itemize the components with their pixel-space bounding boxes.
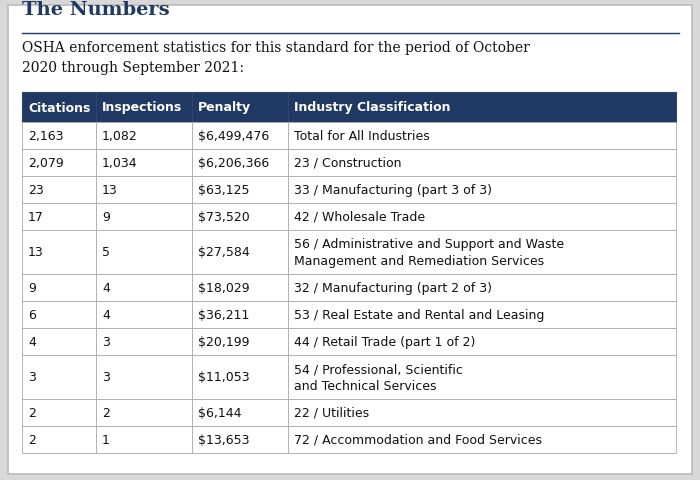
Text: 4: 4 [28,336,36,348]
Text: 72 / Accommodation and Food Services: 72 / Accommodation and Food Services [294,433,542,446]
Bar [96,230,192,275]
Bar [22,275,96,301]
Text: Citations: Citations [28,101,90,114]
Text: $36,211: $36,211 [198,308,249,321]
Bar [22,355,96,399]
Bar [192,93,288,123]
Bar [22,123,96,150]
Bar [288,355,676,399]
Text: 54 / Professional, Scientific
and Technical Services: 54 / Professional, Scientific and Techni… [294,362,463,392]
Bar [192,123,288,150]
Bar [22,426,96,453]
Bar [96,275,192,301]
Bar [288,399,676,426]
Bar [192,426,288,453]
Bar [96,355,192,399]
Text: 2: 2 [102,406,110,419]
Bar [288,426,676,453]
Bar [192,328,288,355]
Text: 3: 3 [102,371,110,384]
Text: 44 / Retail Trade (part 1 of 2): 44 / Retail Trade (part 1 of 2) [294,336,475,348]
Bar [288,301,676,328]
Bar [192,177,288,204]
Text: 9: 9 [102,211,110,224]
Text: 2: 2 [28,406,36,419]
Text: 23: 23 [28,184,43,197]
Bar [22,177,96,204]
Bar [22,328,96,355]
Text: 42 / Wholesale Trade: 42 / Wholesale Trade [294,211,425,224]
Bar [288,275,676,301]
Text: 32 / Manufacturing (part 2 of 3): 32 / Manufacturing (part 2 of 3) [294,281,492,294]
Bar [192,204,288,230]
Text: 4: 4 [102,308,110,321]
Text: $73,520: $73,520 [198,211,250,224]
Bar [288,204,676,230]
Bar [192,275,288,301]
Text: 2,163: 2,163 [28,130,64,143]
Bar [96,123,192,150]
Text: 53 / Real Estate and Rental and Leasing: 53 / Real Estate and Rental and Leasing [294,308,545,321]
Bar [288,123,676,150]
Bar [22,230,96,275]
Text: Industry Classification: Industry Classification [294,101,451,114]
Text: 2,079: 2,079 [28,156,64,169]
Text: 3: 3 [28,371,36,384]
Text: $20,199: $20,199 [198,336,249,348]
Text: $6,206,366: $6,206,366 [198,156,270,169]
Text: 13: 13 [102,184,118,197]
Text: 2: 2 [28,433,36,446]
Text: $27,584: $27,584 [198,246,250,259]
Bar [22,150,96,177]
Bar [96,177,192,204]
Bar [96,93,192,123]
Bar [288,328,676,355]
Text: Inspections: Inspections [102,101,182,114]
Text: $63,125: $63,125 [198,184,249,197]
Bar [22,204,96,230]
Text: 1: 1 [102,433,110,446]
Text: 33 / Manufacturing (part 3 of 3): 33 / Manufacturing (part 3 of 3) [294,184,492,197]
Bar [192,355,288,399]
Bar [96,426,192,453]
Text: $6,144: $6,144 [198,406,242,419]
Bar [96,150,192,177]
Text: The Numbers: The Numbers [22,1,169,19]
Bar [192,150,288,177]
Bar [192,399,288,426]
Text: 5: 5 [102,246,110,259]
Text: Penalty: Penalty [198,101,251,114]
Text: $18,029: $18,029 [198,281,250,294]
Text: $6,499,476: $6,499,476 [198,130,270,143]
Bar [22,301,96,328]
Bar [192,301,288,328]
FancyBboxPatch shape [8,6,692,474]
Bar [22,399,96,426]
Text: 1,034: 1,034 [102,156,138,169]
Text: Total for All Industries: Total for All Industries [294,130,430,143]
Text: $11,053: $11,053 [198,371,250,384]
Text: 1,082: 1,082 [102,130,138,143]
Bar [96,328,192,355]
Bar [96,301,192,328]
Bar [22,93,96,123]
Text: OSHA enforcement statistics for this standard for the period of October
2020 thr: OSHA enforcement statistics for this sta… [22,41,530,75]
Text: 23 / Construction: 23 / Construction [294,156,402,169]
Text: 17: 17 [28,211,44,224]
Bar [96,204,192,230]
Bar [288,150,676,177]
Bar [288,230,676,275]
Bar [96,399,192,426]
Text: 4: 4 [102,281,110,294]
Text: 3: 3 [102,336,110,348]
Bar [288,177,676,204]
Bar [288,93,676,123]
Text: 13: 13 [28,246,43,259]
Text: 6: 6 [28,308,36,321]
Text: 56 / Administrative and Support and Waste
Management and Remediation Services: 56 / Administrative and Support and Wast… [294,238,564,267]
Bar [192,230,288,275]
Text: $13,653: $13,653 [198,433,249,446]
Text: 22 / Utilities: 22 / Utilities [294,406,369,419]
Text: 9: 9 [28,281,36,294]
